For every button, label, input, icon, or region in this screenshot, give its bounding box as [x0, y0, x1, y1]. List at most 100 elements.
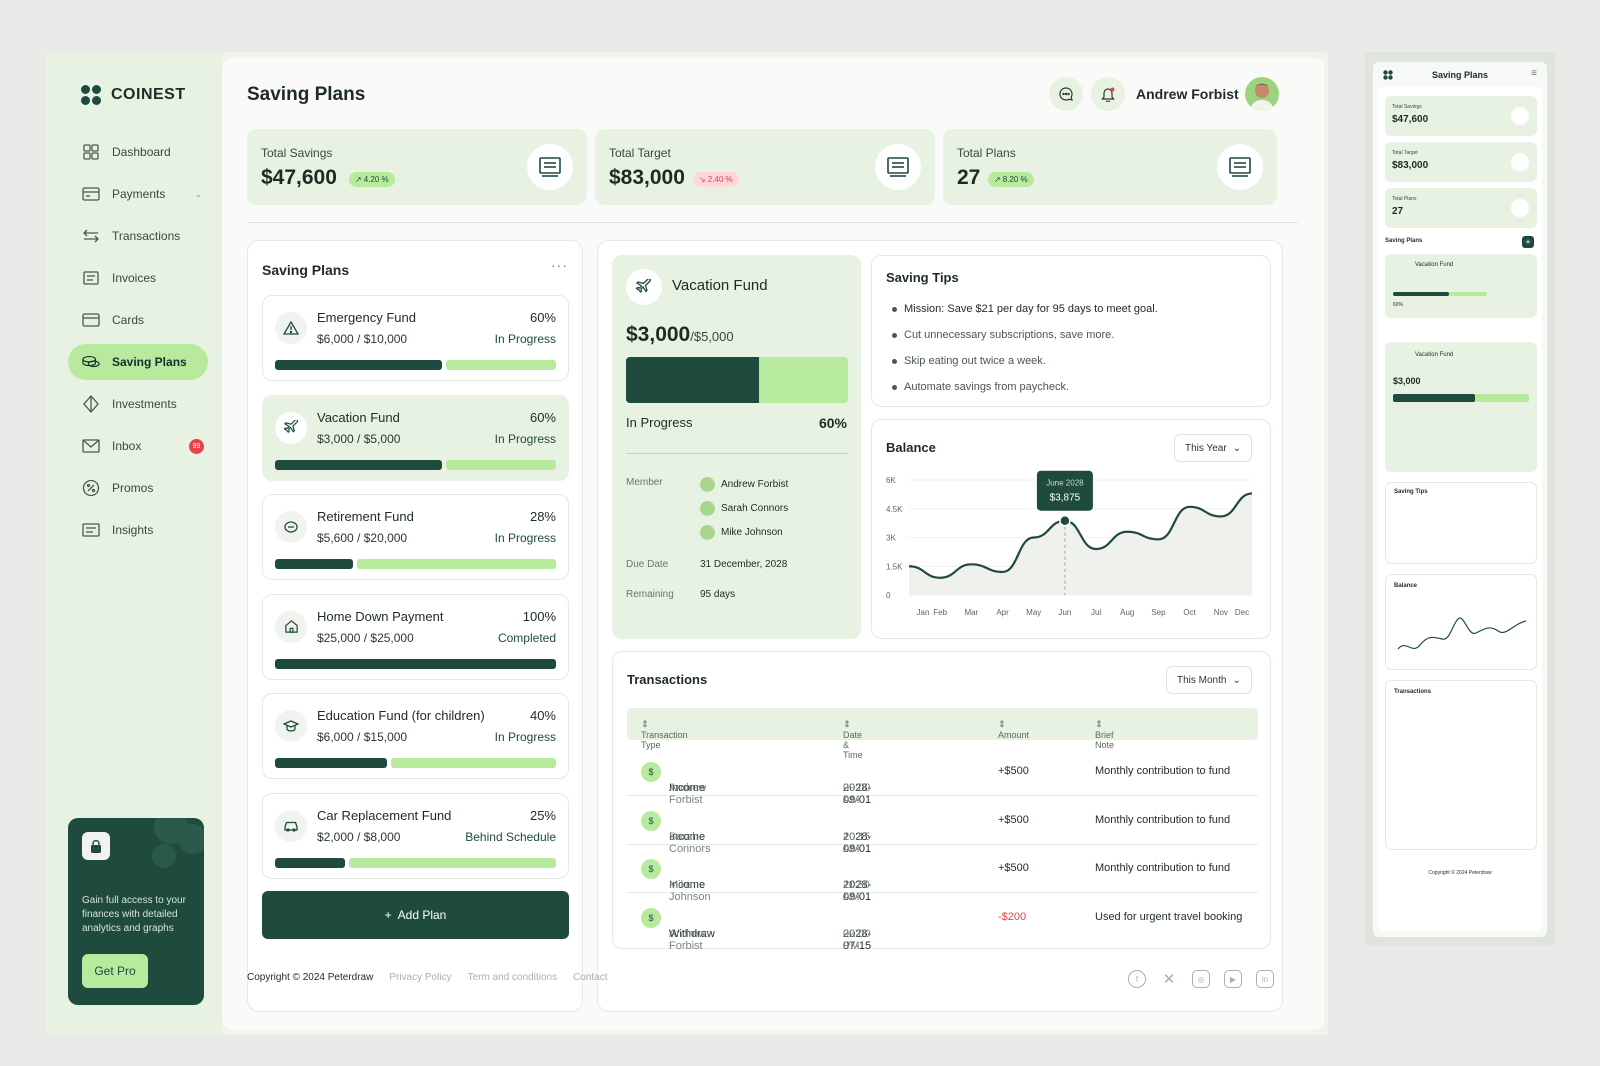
sidebar-item-investments[interactable]: Investments: [68, 386, 208, 422]
receipt-icon[interactable]: [875, 144, 921, 190]
plan-percent: 60%: [529, 409, 556, 425]
mobile-plan-card[interactable]: Vacation Fund 60%: [1385, 254, 1537, 318]
user-name[interactable]: Andrew Forbist: [1136, 86, 1239, 102]
plan-card[interactable]: Emergency Fund $6,000 / $10,000 60% In P…: [262, 295, 569, 381]
progress-remaining: [349, 857, 556, 868]
table-row[interactable]: $ Income - Sarah Connors 2028-09-01 - 10…: [627, 797, 1258, 855]
plan-card[interactable]: Education Fund (for children) $6,000 / $…: [262, 693, 569, 779]
decor-shape: [152, 844, 176, 868]
table-row[interactable]: $ Income - Andrew Forbist 2028-09-01 - 0…: [627, 748, 1258, 806]
youtube-icon[interactable]: ▶: [1224, 970, 1242, 988]
linkedin-icon[interactable]: in: [1256, 970, 1274, 988]
avatar[interactable]: [1245, 77, 1279, 111]
brand-logo[interactable]: COINEST: [81, 85, 186, 105]
plan-name: Home Down Payment: [317, 608, 444, 624]
table-row[interactable]: $ Withdraw - Andrew Forbist 2028-07-15 -…: [627, 894, 1258, 952]
chat-icon[interactable]: [1049, 77, 1083, 111]
plan-card[interactable]: Vacation Fund $3,000 / $5,000 60% In Pro…: [262, 394, 569, 481]
progress-fill: [626, 357, 759, 403]
separator: -: [669, 879, 673, 891]
receipt-icon[interactable]: [527, 144, 573, 190]
progress-bar: [275, 857, 556, 868]
progress-fill: [275, 758, 387, 768]
member-item[interactable]: Andrew Forbist: [700, 477, 788, 492]
mobile-stat-card: Total Target $83,000: [1385, 142, 1537, 182]
sidebar-item-transactions[interactable]: Transactions: [68, 218, 208, 254]
mobile-vacation-card: Vacation Fund $3,000: [1385, 342, 1537, 472]
instagram-icon[interactable]: ◎: [1192, 970, 1210, 988]
target-amount: $10,000: [363, 332, 408, 346]
highlight-point: [1059, 514, 1071, 527]
sidebar-item-dashboard[interactable]: Dashboard: [68, 134, 208, 170]
column-header[interactable]: Brief Note ⇕: [1095, 719, 1115, 750]
sidebar-item-saving-plans[interactable]: Saving Plans: [68, 344, 208, 380]
period-select[interactable]: This Year ⌄: [1174, 434, 1253, 462]
footer: Copyright © 2024 Peterdraw Privacy Policy…: [247, 972, 608, 983]
x-tick-label: Nov: [1214, 608, 1228, 617]
separator: -: [843, 927, 847, 940]
receipt-icon[interactable]: [1511, 107, 1529, 125]
plan-detail-panel: Vacation Fund $3,000/$5,000 In Progress …: [597, 240, 1283, 1012]
table-row[interactable]: $ Income - Mike Johnson 2028-09-01 - 11:…: [627, 845, 1258, 903]
coins-icon: [82, 353, 100, 371]
mobile-tips-card: Saving Tips: [1385, 482, 1537, 564]
get-pro-button[interactable]: Get Pro: [82, 954, 148, 988]
saved-amount: $3,000: [626, 323, 691, 346]
mobile-section-title: Saving Plans: [1385, 238, 1423, 244]
brand-name: COINEST: [111, 86, 186, 103]
receipt-icon[interactable]: [1217, 144, 1263, 190]
member-item[interactable]: Sarah Connors: [700, 501, 788, 516]
progress-remaining: [391, 758, 556, 768]
footer-link[interactable]: Term and conditions: [467, 972, 558, 983]
menu-icon[interactable]: ≡: [1531, 68, 1537, 79]
footer-link[interactable]: Privacy Policy: [389, 972, 452, 983]
chevron-down-icon[interactable]: ⌄: [194, 188, 202, 199]
sidebar-item-inbox[interactable]: Inbox 99: [68, 428, 208, 464]
column-header[interactable]: Transaction Type ⇕: [641, 719, 688, 750]
bell-icon[interactable]: [1091, 77, 1125, 111]
receipt-icon[interactable]: [1511, 199, 1529, 217]
sidebar-item-payments[interactable]: Payments ⌄: [68, 176, 208, 212]
trend-down-icon: ↘: [699, 175, 706, 184]
plan-card[interactable]: Car Replacement Fund $2,000 / $8,000 25%…: [262, 792, 569, 879]
progress-bar: [275, 758, 556, 768]
footer-link[interactable]: Contact: [573, 972, 608, 983]
panel-title: Saving Plans: [262, 262, 350, 278]
sidebar-item-promos[interactable]: Promos: [68, 470, 208, 506]
inbox-badge: 99: [189, 438, 204, 454]
target-amount: $8,000: [363, 829, 401, 844]
tips-list: Mission: Save $21 per day for 95 days to…: [892, 296, 1158, 400]
column-header[interactable]: Date & Time ⇕: [843, 719, 863, 760]
x-tick-label: Dec: [1235, 608, 1249, 617]
table-header: Transaction Type ⇕ Date & Time ⇕ Amount …: [627, 708, 1258, 760]
receipt-icon[interactable]: [1511, 153, 1529, 171]
add-plan-button[interactable]: + Add Plan: [262, 891, 569, 939]
more-options-icon[interactable]: ···: [551, 257, 568, 273]
sidebar-item-invoices[interactable]: Invoices: [68, 260, 208, 296]
facebook-icon[interactable]: f: [1128, 970, 1146, 988]
area-fill: [909, 493, 1252, 595]
add-plan-button[interactable]: +: [1522, 236, 1534, 248]
plan-card[interactable]: Retirement Fund $5,600 / $20,000 28% In …: [262, 494, 569, 580]
transaction-note: Monthly contribution to fund: [1095, 765, 1231, 777]
period-select[interactable]: This Month ⌄: [1166, 666, 1252, 694]
progress-bar: [275, 559, 556, 569]
card-title: Balance: [886, 440, 936, 455]
income-icon: $: [641, 762, 661, 782]
remaining-label: Remaining: [626, 589, 674, 600]
plan-card[interactable]: Home Down Payment $25,000 / $25,000 100%…: [262, 593, 569, 680]
saving-tips-card: Saving Tips Mission: Save $21 per day fo…: [871, 255, 1271, 407]
column-header[interactable]: Amount ⇕: [998, 719, 1030, 740]
mobile-copyright: Copyright © 2024 Peterdraw: [1428, 870, 1492, 876]
member-label: Member: [626, 477, 663, 488]
stat-card-total-plans: Total Plans 27 ↗ 8.20 %: [943, 129, 1277, 205]
sidebar-item-cards[interactable]: Cards: [68, 302, 208, 338]
sidebar-item-insights[interactable]: Insights: [68, 512, 208, 548]
home-icon: [275, 610, 307, 643]
progress-fill: [1393, 394, 1475, 402]
trend-down-badge: ↘ 2.40 %: [693, 172, 739, 187]
graduation-icon: [275, 710, 307, 742]
member-item[interactable]: Mike Johnson: [700, 525, 783, 540]
separator: -: [843, 830, 847, 843]
x-icon[interactable]: ✕: [1162, 971, 1176, 988]
